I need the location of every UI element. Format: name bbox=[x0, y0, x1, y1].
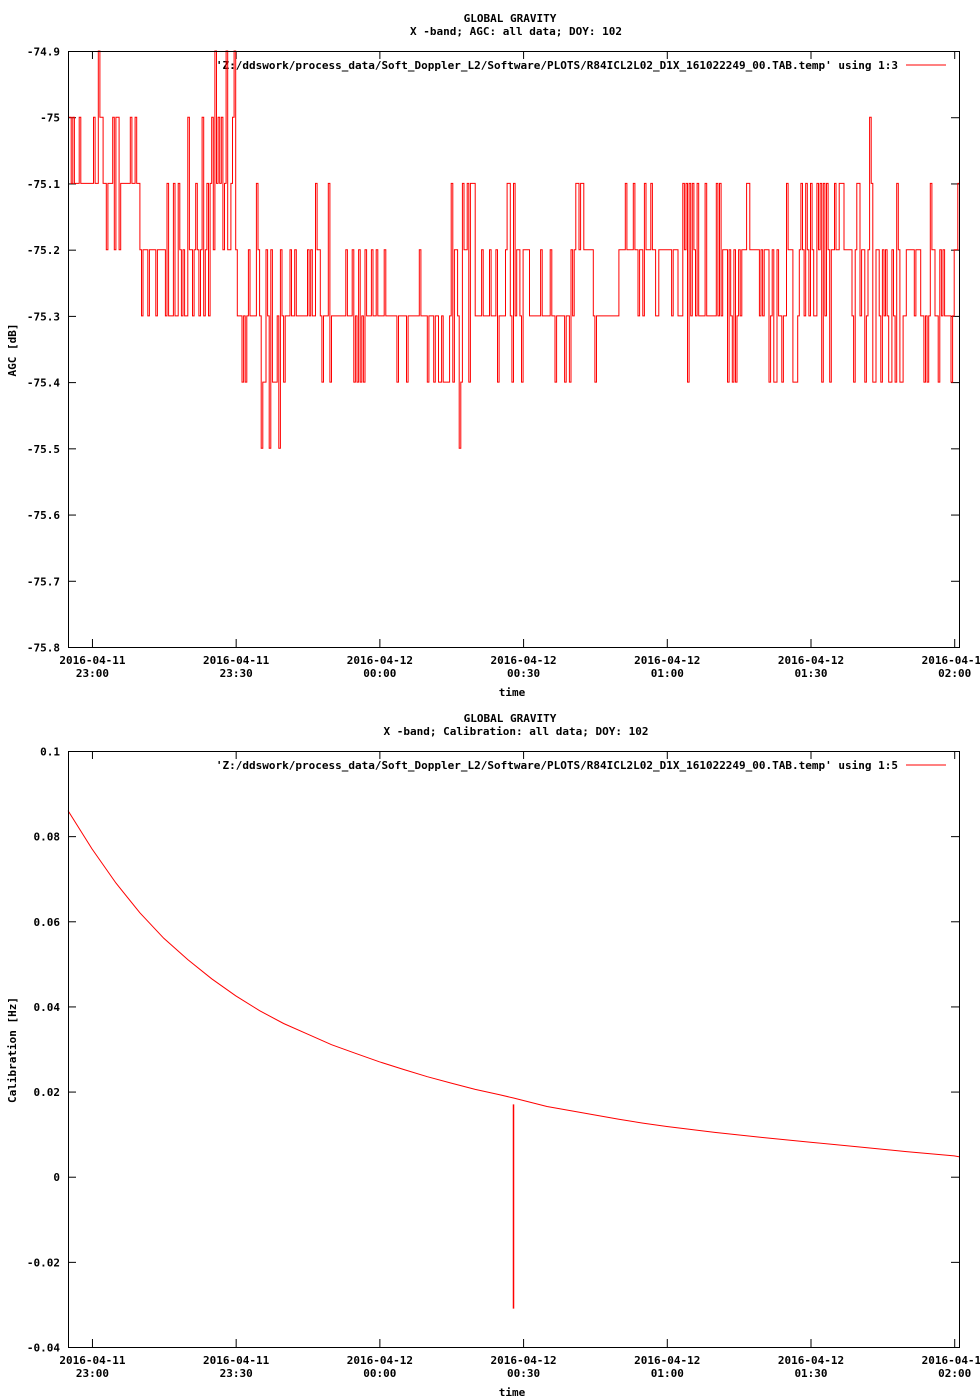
y-tick-label: -75.7 bbox=[27, 575, 60, 588]
cal-series bbox=[67, 810, 960, 1309]
agc-chart-title: GLOBAL GRAVITY bbox=[464, 12, 557, 25]
x-tick-date-label: 2016-04-11 bbox=[203, 654, 270, 667]
y-tick-label: -75 bbox=[40, 112, 60, 125]
x-tick-time-label: 02:00 bbox=[938, 1367, 971, 1380]
x-tick-date-label: 2016-04-12 bbox=[634, 1354, 700, 1367]
agc-chart: GLOBAL GRAVITY X -band; AGC: all data; D… bbox=[6, 12, 980, 699]
x-tick-time-label: 02:00 bbox=[938, 667, 971, 680]
x-tick-time-label: 23:00 bbox=[76, 667, 109, 680]
y-tick-label: -0.02 bbox=[27, 1256, 60, 1269]
agc-ticks: -74.9 -75 -75.1 -75.2 -75.3 -75.4 -75.5 -75.6 -7… bbox=[27, 46, 980, 681]
y-tick-label: -0.04 bbox=[27, 1342, 60, 1355]
cal-legend-label: 'Z:/ddswork/process_data/Soft_Doppler_L2… bbox=[216, 759, 898, 772]
y-tick-label: 0.08 bbox=[34, 831, 61, 844]
x-tick-time-label: 00:00 bbox=[363, 667, 396, 680]
x-tick-time-label: 01:30 bbox=[794, 667, 827, 680]
y-tick-label: 0 bbox=[53, 1171, 60, 1184]
x-tick-date-label: 2016-04-12 bbox=[634, 654, 700, 667]
agc-y-axis-label: AGC [dB] bbox=[6, 324, 19, 377]
x-tick-time-label: 01:00 bbox=[651, 1367, 684, 1380]
y-tick-label: -75.1 bbox=[27, 178, 60, 191]
x-tick-time-label: 23:00 bbox=[76, 1367, 109, 1380]
x-tick-date-label: 2016-04-11 bbox=[59, 654, 126, 667]
x-tick-date-label: 2016-04-12 bbox=[490, 654, 556, 667]
y-tick-label: 0.04 bbox=[34, 1001, 61, 1014]
agc-series-line bbox=[68, 50, 959, 449]
x-tick-date-label: 2016-04-12 bbox=[490, 1354, 556, 1367]
y-tick-label: 0.06 bbox=[34, 916, 61, 929]
cal-chart-subtitle: X -band; Calibration: all data; DOY: 102 bbox=[384, 725, 649, 738]
x-tick-date-label: 2016-04-12 bbox=[922, 1354, 980, 1367]
agc-x-axis-label: time bbox=[499, 686, 526, 699]
x-tick-time-label: 23:30 bbox=[220, 667, 253, 680]
x-tick-time-label: 00:30 bbox=[507, 1367, 540, 1380]
calibration-series-line bbox=[67, 810, 960, 1158]
y-tick-label: -75.5 bbox=[27, 443, 60, 456]
agc-plot-frame bbox=[68, 51, 960, 648]
x-tick-date-label: 2016-04-12 bbox=[347, 1354, 413, 1367]
x-tick-date-label: 2016-04-12 bbox=[778, 1354, 844, 1367]
y-tick-label: 0.02 bbox=[34, 1086, 61, 1099]
y-tick-label: -75.8 bbox=[27, 642, 60, 655]
cal-plot-frame bbox=[68, 751, 960, 1348]
x-tick-time-label: 23:30 bbox=[220, 1367, 253, 1380]
y-tick-label: 0.1 bbox=[40, 746, 60, 759]
y-tick-label: -75.4 bbox=[27, 377, 60, 390]
x-tick-time-label: 01:30 bbox=[794, 1367, 827, 1380]
x-tick-time-label: 00:30 bbox=[507, 667, 540, 680]
x-tick-time-label: 00:00 bbox=[363, 1367, 396, 1380]
y-tick-label: -74.9 bbox=[27, 46, 60, 59]
agc-series bbox=[68, 50, 959, 449]
x-tick-date-label: 2016-04-11 bbox=[203, 1354, 270, 1367]
cal-ticks: 0.10.080.060.040.020-0.02-0.042016-04-11… bbox=[27, 746, 980, 1381]
agc-legend-label: 'Z:/ddswork/process_data/Soft_Doppler_L2… bbox=[216, 59, 898, 72]
cal-x-axis-label: time bbox=[499, 1386, 526, 1399]
calibration-chart: GLOBAL GRAVITY X -band; Calibration: all… bbox=[6, 712, 980, 1399]
x-tick-date-label: 2016-04-12 bbox=[778, 654, 844, 667]
y-tick-label: -75.3 bbox=[27, 310, 60, 323]
x-tick-date-label: 2016-04-12 bbox=[347, 654, 413, 667]
x-tick-date-label: 2016-04-11 bbox=[59, 1354, 126, 1367]
x-tick-time-label: 01:00 bbox=[651, 667, 684, 680]
cal-chart-title: GLOBAL GRAVITY bbox=[464, 712, 557, 725]
x-tick-date-label: 2016-04-12 bbox=[922, 654, 980, 667]
y-tick-label: -75.2 bbox=[27, 244, 60, 257]
cal-y-axis-label: Calibration [Hz] bbox=[6, 997, 19, 1103]
agc-chart-subtitle: X -band; AGC: all data; DOY: 102 bbox=[410, 25, 622, 38]
y-tick-label: -75.6 bbox=[27, 509, 60, 522]
